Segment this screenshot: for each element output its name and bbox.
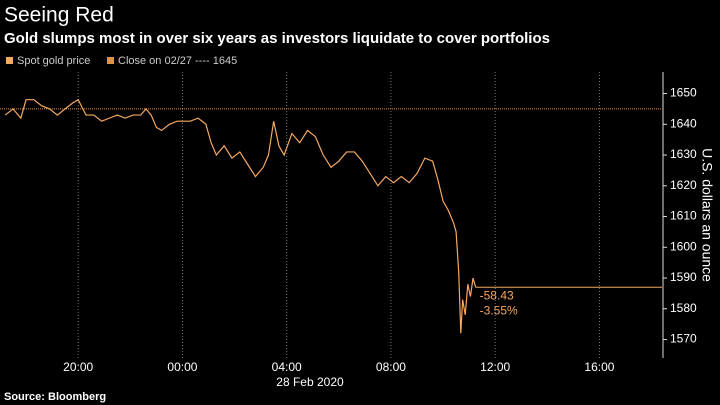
y-tick-label: 1640: [670, 116, 697, 130]
annotation: -3.55%: [480, 303, 518, 317]
x-tick-label: 20:00: [63, 360, 93, 374]
chart-title: Seeing Red: [4, 4, 114, 27]
chart-subtitle: Gold slumps most in over six years as in…: [4, 30, 550, 47]
x-tick-label: 12:00: [480, 360, 510, 374]
y-tick-label: 1590: [670, 270, 697, 284]
legend-label: Spot gold price: [17, 55, 90, 67]
y-tick-label: 1620: [670, 178, 697, 192]
y-tick-label: 1600: [670, 239, 697, 253]
y-tick-label: 1630: [670, 147, 697, 161]
x-tick-label: 04:00: [272, 360, 302, 374]
source: Source: Bloomberg: [4, 391, 106, 403]
x-tick-label: 08:00: [376, 360, 406, 374]
y-tick-label: 1650: [670, 86, 697, 100]
legend-label: Close on 02/27 ---- 1645: [118, 55, 237, 67]
y-tick-label: 1570: [670, 332, 697, 346]
annotation: -58.43: [480, 288, 514, 302]
x-tick-label: 00:00: [167, 360, 197, 374]
y-tick-label: 1610: [670, 209, 697, 223]
legend-swatch: [6, 57, 13, 64]
price-line: [4, 98, 477, 334]
y-axis-label: U.S. dollars an ounce: [699, 148, 715, 282]
x-tick-label: 16:00: [584, 360, 614, 374]
x-axis-label: 28 Feb 2020: [276, 375, 344, 389]
y-tick-label: 1580: [670, 301, 697, 315]
legend-swatch: [107, 57, 114, 64]
